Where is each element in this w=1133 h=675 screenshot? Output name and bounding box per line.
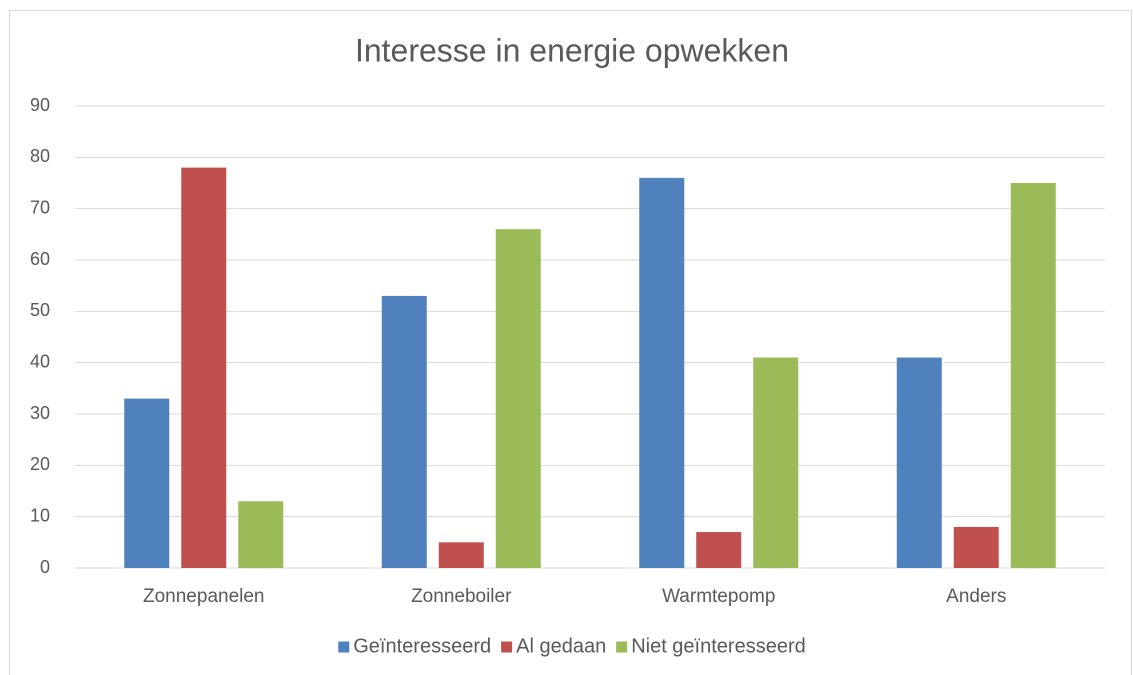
legend-swatch — [501, 641, 513, 653]
bar — [438, 542, 484, 568]
y-tick-label: 50 — [30, 300, 50, 320]
legend-label: Al gedaan — [516, 635, 606, 657]
y-tick-label: 60 — [30, 249, 50, 269]
y-tick-label: 40 — [30, 351, 50, 371]
bar — [696, 532, 742, 568]
chart-title: Interesse in energie opwekken — [355, 32, 789, 68]
bar — [753, 357, 799, 568]
legend-swatch — [616, 641, 628, 653]
y-tick-label: 20 — [30, 454, 50, 474]
bar — [1010, 183, 1056, 568]
bar — [953, 526, 999, 568]
bar — [381, 295, 427, 568]
bar — [639, 177, 685, 568]
x-tick-label: Zonnepanelen — [143, 586, 265, 607]
bar — [181, 167, 227, 568]
bar — [495, 229, 541, 568]
x-tick-label: Zonneboiler — [411, 586, 512, 607]
y-tick-label: 90 — [30, 95, 50, 115]
bar — [238, 501, 284, 568]
y-tick-label: 30 — [30, 403, 50, 423]
chart-border — [9, 10, 1132, 675]
y-tick-label: 0 — [40, 557, 50, 577]
legend-swatch — [338, 641, 350, 653]
legend-label: Niet geïnteresseerd — [631, 635, 806, 657]
bar — [124, 398, 170, 568]
legend-label: Geïnteresseerd — [353, 635, 491, 657]
bar — [896, 357, 942, 568]
x-tick-label: Anders — [946, 586, 1006, 607]
y-tick-label: 80 — [30, 146, 50, 166]
y-tick-label: 70 — [30, 197, 50, 217]
x-tick-label: Warmtepomp — [662, 586, 775, 607]
y-tick-label: 10 — [30, 505, 50, 525]
